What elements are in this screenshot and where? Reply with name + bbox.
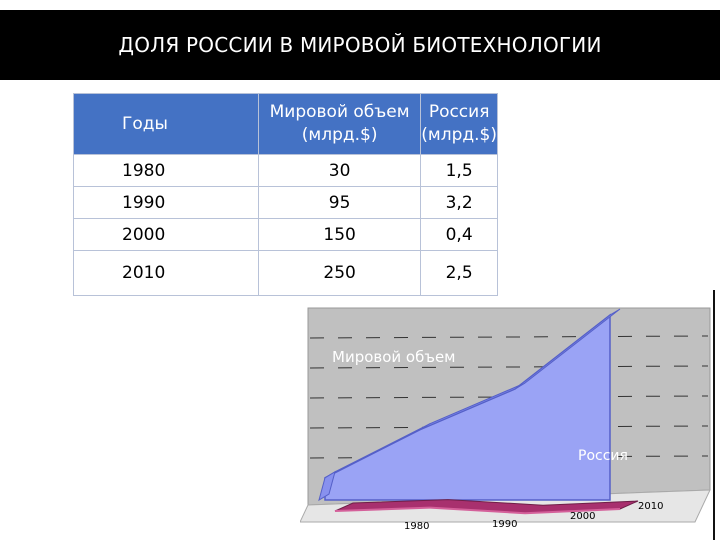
header-russia: Россия (млрд.$) [420,93,498,155]
cell-world: 30 [257,154,422,187]
chart-gridline [309,365,709,369]
area-chart-svg: Мировой объем Россия 1980 1990 2000 2010 [299,307,711,532]
cell-year: 2000 [73,218,259,251]
area-chart: Мировой объем Россия 1980 1990 2000 2010 [299,300,720,540]
chart-gridline [309,335,709,339]
cell-year: 2010 [73,250,259,296]
table-header-row: Годы Мировой объем (млрд.$) Россия (млрд… [73,93,498,155]
header-year: Годы [73,93,259,155]
header-russia-line2: (млрд.$) [421,125,497,145]
header-world-volume-line1: Мировой объем [269,102,410,122]
table-row: 2000 150 0,4 [73,218,498,251]
x-tick-label: 1980 [404,521,429,532]
series-label-russia: Россия [578,448,628,464]
series-world-top-face [514,308,621,390]
cell-world: 150 [257,218,422,251]
slide-divider [713,290,715,540]
table-row: 2010 250 2,5 [73,250,498,296]
cell-russia: 2,5 [420,250,498,296]
table-row: 1980 30 1,5 [73,154,498,187]
x-tick-label: 2000 [570,511,595,522]
cell-year: 1980 [73,154,259,187]
cell-russia: 0,4 [420,218,498,251]
cell-year: 1990 [73,186,259,219]
cell-world: 95 [257,186,422,219]
series-label-world: Мировой объем [332,348,456,366]
cell-russia: 1,5 [420,154,498,187]
series-world-end-cap [318,470,336,502]
header-world-volume-line2: (млрд.$) [301,125,378,145]
cell-world: 250 [257,250,422,296]
series-russia-edge [334,506,431,512]
series-russia-edge [429,506,526,515]
series-russia-edge [524,508,621,515]
slide-title: ДОЛЯ РОССИИ В МИРОВОЙ БИОТЕХНОЛОГИИ [0,10,720,80]
x-tick-label: 1990 [492,519,517,530]
data-table: Годы Мировой объем (млрд.$) Россия (млрд… [73,93,498,296]
table-row: 1990 95 3,2 [73,186,498,219]
x-tick-label: 2010 [638,501,663,512]
cell-russia: 3,2 [420,186,498,219]
header-russia-line1: Россия [428,102,490,122]
header-world-volume: Мировой объем (млрд.$) [257,93,422,155]
